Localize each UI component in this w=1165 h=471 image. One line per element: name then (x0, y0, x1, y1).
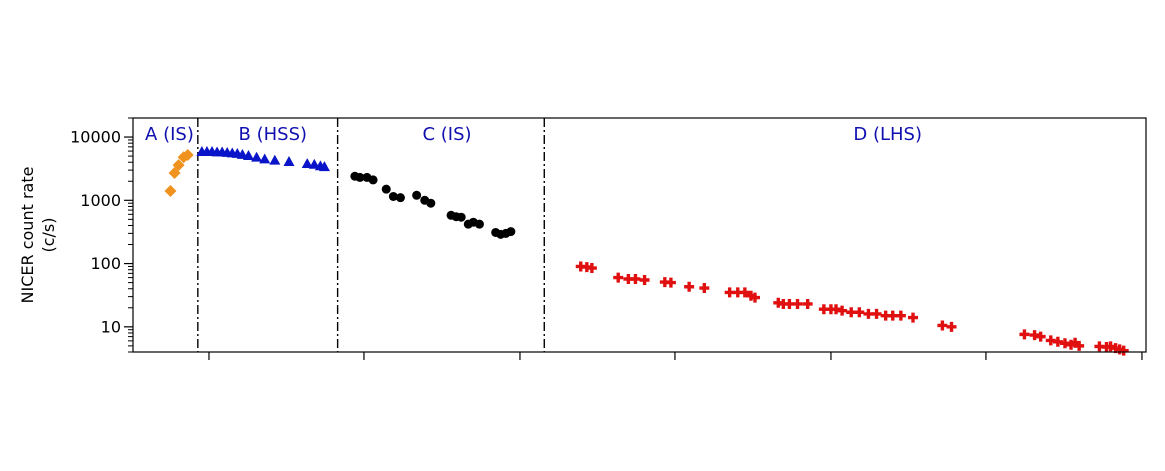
data-point-triangle (269, 154, 281, 165)
data-point-plus (1070, 337, 1081, 348)
data-point-plus (1059, 338, 1070, 349)
data-point-plus (1029, 330, 1040, 341)
data-point-plus (887, 310, 898, 321)
data-point-plus (1045, 335, 1056, 346)
data-point-plus (665, 277, 676, 288)
data-point-plus (908, 312, 919, 323)
data-point-triangle (301, 158, 313, 169)
data-point-circle (368, 175, 378, 185)
data-point-plus (745, 290, 756, 301)
data-point-circle (395, 193, 405, 203)
data-point-plus (837, 305, 848, 316)
data-point-plus (846, 307, 857, 318)
data-point-plus (1035, 331, 1046, 342)
y-axis-title: NICER count rate (c/s) (18, 167, 58, 304)
data-point-plus (732, 287, 743, 298)
data-point-plus (1105, 341, 1116, 352)
data-point-plus (818, 304, 829, 315)
data-point-circle (426, 198, 436, 208)
data-point-circle (506, 227, 516, 237)
data-point-plus (699, 283, 710, 294)
y-axis-title-line2: (c/s) (39, 217, 58, 252)
data-point-plus (613, 272, 624, 283)
data-point-plus (684, 281, 695, 292)
data-point-triangle (318, 161, 330, 172)
data-point-plus (871, 308, 882, 319)
data-point-plus (586, 263, 597, 274)
data-point-plus (1066, 339, 1077, 350)
data-point-plus (1052, 336, 1063, 347)
data-point-circle (412, 190, 422, 200)
data-point-plus (623, 274, 634, 285)
data-point-diamond (181, 149, 194, 162)
data-point-plus (1019, 329, 1030, 340)
data-point-plus (639, 274, 650, 285)
data-point-plus (784, 298, 795, 309)
data-point-circle (381, 184, 391, 194)
data-point-plus (630, 274, 641, 285)
data-point-plus (773, 297, 784, 308)
data-point-diamond (164, 185, 177, 198)
y-tick-label: 1000 (80, 191, 121, 210)
data-point-triangle (259, 153, 271, 164)
region-label: D (LHS) (853, 124, 922, 145)
data-point-circle (456, 212, 466, 222)
data-point-plus (863, 308, 874, 319)
region-label: B (HSS) (239, 124, 308, 145)
y-tick-label: 10 (101, 317, 121, 336)
region-label: A (IS) (145, 124, 194, 145)
data-point-plus (1074, 340, 1085, 351)
data-point-circle (474, 219, 484, 229)
plot-area: 10 100 1000 10000 A (IS) B (HSS) C (IS) D (LHS) (70, 117, 1143, 360)
data-point-triangle (308, 158, 320, 169)
data-point-plus (659, 277, 670, 288)
data-point-plus (792, 298, 803, 309)
y-tick-label: 100 (90, 254, 121, 273)
plot-frame (132, 117, 1147, 353)
data-point-plus (778, 298, 789, 309)
y-tick-label: 10000 (70, 128, 121, 147)
y-axis-title-line1: NICER count rate (18, 167, 37, 304)
data-point-triangle (251, 151, 263, 162)
data-point-plus (1118, 345, 1129, 356)
data-point-plus (825, 304, 836, 315)
data-point-triangle (242, 150, 254, 160)
region-label: C (IS) (422, 124, 471, 145)
data-point-plus (895, 310, 906, 321)
data-point-plus (581, 262, 592, 273)
data-point-circle (388, 191, 398, 201)
data-point-plus (854, 307, 865, 318)
data-point-plus (724, 287, 735, 298)
data-point-diamond (172, 159, 185, 172)
data-point-plus (937, 320, 948, 331)
data-point-plus (749, 292, 760, 303)
data-point-circle (355, 172, 365, 182)
data-point-plus (880, 310, 891, 321)
data-point-plus (802, 298, 813, 309)
data-point-triangle (283, 156, 295, 166)
data-point-plus (831, 304, 842, 315)
data-point-plus (739, 287, 750, 298)
data-point-plus (946, 321, 957, 332)
data-point-plus (1094, 341, 1105, 352)
data-point-plus (575, 261, 586, 272)
